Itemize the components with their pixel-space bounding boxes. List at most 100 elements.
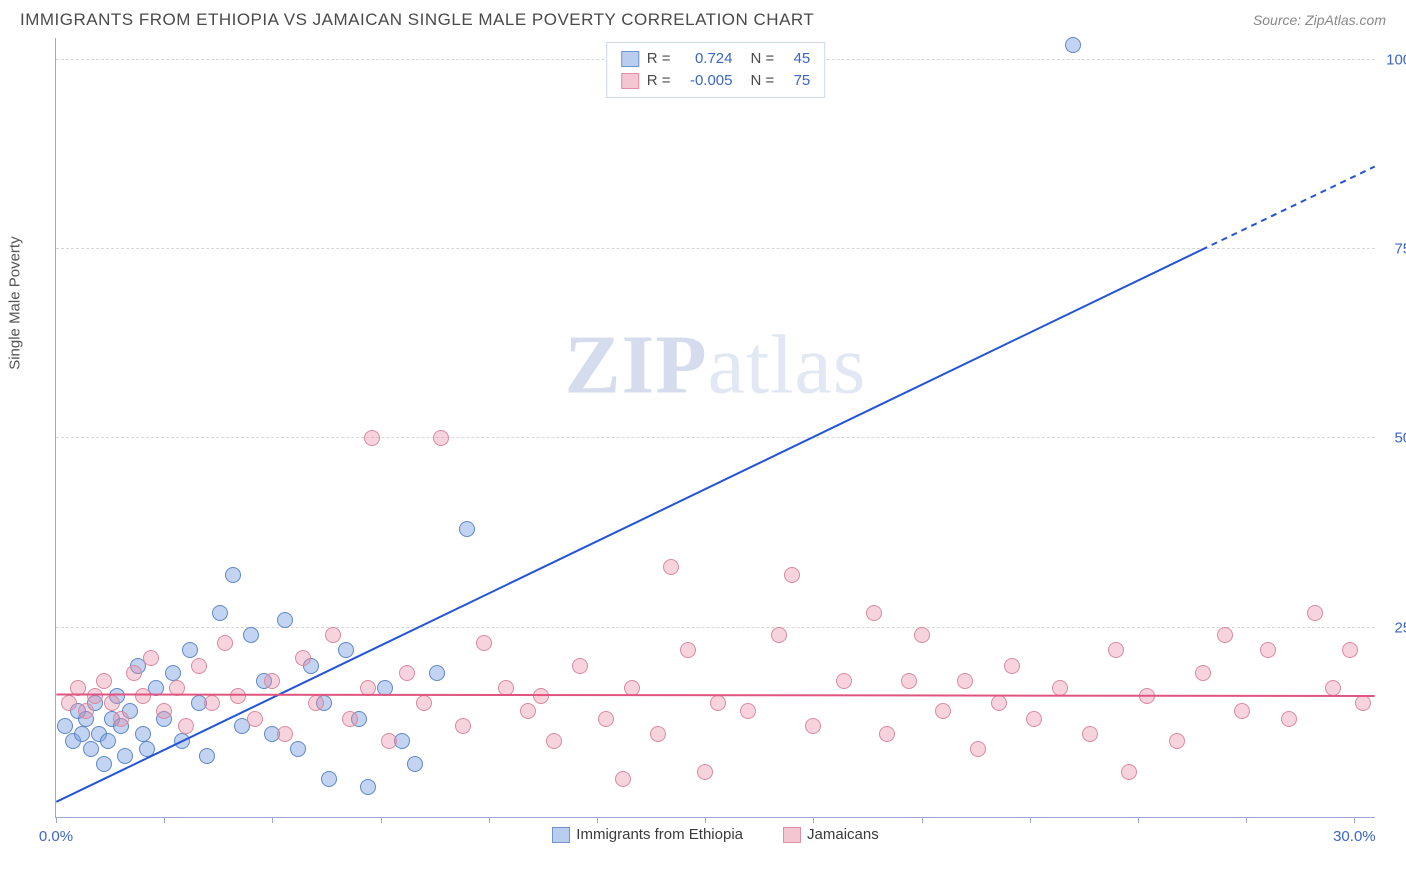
scatter-point-ethiopia: [338, 642, 354, 658]
scatter-point-jamaica: [96, 673, 112, 689]
x-tick: [1030, 817, 1031, 823]
stat-N-label: N =: [751, 70, 775, 92]
x-tick: [705, 817, 706, 823]
stats-row-jamaica: R = -0.005 N = 75: [621, 70, 811, 92]
scatter-point-jamaica: [970, 741, 986, 757]
scatter-point-jamaica: [1307, 605, 1323, 621]
scatter-point-jamaica: [1082, 726, 1098, 742]
legend-item-ethiopia: Immigrants from Ethiopia: [548, 826, 747, 843]
scatter-point-jamaica: [295, 650, 311, 666]
scatter-point-jamaica: [1169, 733, 1185, 749]
scatter-point-jamaica: [1026, 711, 1042, 727]
scatter-point-jamaica: [230, 688, 246, 704]
scatter-point-jamaica: [1108, 642, 1124, 658]
scatter-point-jamaica: [598, 711, 614, 727]
scatter-point-jamaica: [113, 711, 129, 727]
scatter-point-jamaica: [650, 726, 666, 742]
x-tick: [597, 817, 598, 823]
scatter-point-jamaica: [697, 764, 713, 780]
scatter-point-ethiopia: [377, 680, 393, 696]
scatter-point-jamaica: [416, 695, 432, 711]
gridline: [56, 248, 1375, 249]
scatter-point-jamaica: [1342, 642, 1358, 658]
scatter-point-jamaica: [169, 680, 185, 696]
scatter-point-jamaica: [533, 688, 549, 704]
scatter-point-jamaica: [217, 635, 233, 651]
scatter-point-ethiopia: [277, 612, 293, 628]
scatter-point-jamaica: [135, 688, 151, 704]
y-tick-label: 75.0%: [1394, 241, 1406, 258]
scatter-point-jamaica: [381, 733, 397, 749]
y-tick-label: 50.0%: [1394, 430, 1406, 447]
chart-container: Single Male Poverty ZIPatlas R = 0.724 N…: [55, 38, 1386, 818]
scatter-point-jamaica: [1234, 703, 1250, 719]
scatter-point-jamaica: [836, 673, 852, 689]
scatter-point-jamaica: [433, 430, 449, 446]
scatter-point-ethiopia: [199, 748, 215, 764]
scatter-point-jamaica: [866, 605, 882, 621]
scatter-point-jamaica: [520, 703, 536, 719]
scatter-point-jamaica: [1260, 642, 1276, 658]
watermark: ZIPatlas: [565, 317, 867, 414]
scatter-point-jamaica: [399, 665, 415, 681]
legend-label-ethiopia: Immigrants from Ethiopia: [576, 826, 743, 843]
scatter-point-jamaica: [1052, 680, 1068, 696]
scatter-point-ethiopia: [429, 665, 445, 681]
scatter-point-jamaica: [991, 695, 1007, 711]
scatter-point-ethiopia: [83, 741, 99, 757]
scatter-point-jamaica: [784, 567, 800, 583]
scatter-point-jamaica: [914, 627, 930, 643]
chart-header: IMMIGRANTS FROM ETHIOPIA VS JAMAICAN SIN…: [0, 0, 1406, 34]
x-tick: [381, 817, 382, 823]
scatter-point-jamaica: [957, 673, 973, 689]
scatter-point-jamaica: [61, 695, 77, 711]
scatter-point-jamaica: [572, 658, 588, 674]
scatter-point-ethiopia: [96, 756, 112, 772]
scatter-point-jamaica: [498, 680, 514, 696]
scatter-point-jamaica: [78, 703, 94, 719]
scatter-point-jamaica: [901, 673, 917, 689]
scatter-plot: ZIPatlas R = 0.724 N = 45 R = -0.005 N =…: [55, 38, 1375, 818]
x-tick: [1246, 817, 1247, 823]
bottom-legend: Immigrants from Ethiopia Jamaicans: [56, 826, 1375, 843]
scatter-point-jamaica: [710, 695, 726, 711]
gridline: [56, 437, 1375, 438]
scatter-point-jamaica: [143, 650, 159, 666]
x-tick: [56, 817, 57, 823]
scatter-point-jamaica: [178, 718, 194, 734]
scatter-point-jamaica: [615, 771, 631, 787]
swatch-ethiopia: [621, 51, 639, 67]
scatter-point-ethiopia: [459, 521, 475, 537]
scatter-point-jamaica: [476, 635, 492, 651]
stats-legend-box: R = 0.724 N = 45 R = -0.005 N = 75: [606, 42, 826, 98]
y-tick-label: 100.0%: [1386, 51, 1406, 68]
scatter-point-jamaica: [455, 718, 471, 734]
scatter-point-jamaica: [126, 665, 142, 681]
scatter-point-jamaica: [325, 627, 341, 643]
scatter-point-jamaica: [680, 642, 696, 658]
scatter-point-jamaica: [204, 695, 220, 711]
scatter-point-ethiopia: [212, 605, 228, 621]
watermark-atlas: atlas: [708, 319, 867, 412]
chart-title: IMMIGRANTS FROM ETHIOPIA VS JAMAICAN SIN…: [20, 10, 814, 30]
stat-R-ethiopia: 0.724: [679, 48, 733, 70]
x-tick-label: 0.0%: [39, 828, 73, 845]
stat-N-ethiopia: 45: [782, 48, 810, 70]
scatter-point-jamaica: [364, 430, 380, 446]
scatter-point-jamaica: [1004, 658, 1020, 674]
scatter-point-ethiopia: [321, 771, 337, 787]
x-tick: [164, 817, 165, 823]
scatter-point-ethiopia: [182, 642, 198, 658]
scatter-point-ethiopia: [243, 627, 259, 643]
scatter-point-jamaica: [1195, 665, 1211, 681]
scatter-point-jamaica: [740, 703, 756, 719]
y-tick-label: 25.0%: [1394, 619, 1406, 636]
scatter-point-jamaica: [1217, 627, 1233, 643]
scatter-point-ethiopia: [57, 718, 73, 734]
stat-R-label: R =: [647, 70, 671, 92]
scatter-point-ethiopia: [174, 733, 190, 749]
scatter-point-ethiopia: [74, 726, 90, 742]
scatter-point-jamaica: [879, 726, 895, 742]
scatter-point-jamaica: [191, 658, 207, 674]
scatter-point-jamaica: [104, 695, 120, 711]
